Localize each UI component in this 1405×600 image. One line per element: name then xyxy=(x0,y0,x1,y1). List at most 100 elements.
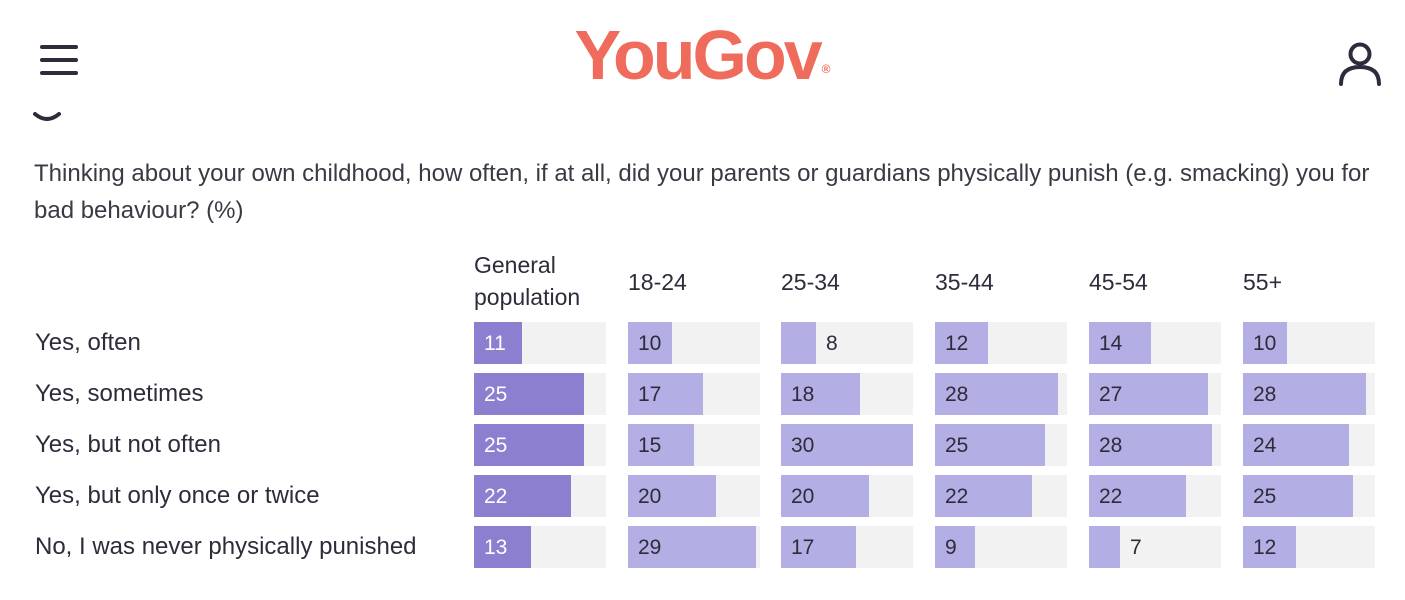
bar xyxy=(1243,526,1296,568)
data-label: 22 xyxy=(945,485,969,508)
bar xyxy=(474,322,522,364)
row-label: Yes, often xyxy=(35,329,141,356)
bar-cell: 17 xyxy=(628,373,760,415)
partial-scrolled-element xyxy=(33,112,61,121)
bar xyxy=(781,475,869,517)
bar-cell: 11 xyxy=(474,322,606,364)
bar xyxy=(1089,322,1151,364)
bar-cell: 20 xyxy=(781,475,913,517)
bar-cell: 12 xyxy=(935,322,1067,364)
data-label: 17 xyxy=(638,383,662,406)
data-label: 28 xyxy=(1253,383,1277,406)
data-label: 30 xyxy=(791,434,815,457)
data-label: 12 xyxy=(945,332,969,355)
bar-cell: 28 xyxy=(1243,373,1375,415)
user-account-icon[interactable] xyxy=(1336,40,1384,86)
registered-mark: ® xyxy=(821,62,831,76)
bar xyxy=(935,526,975,568)
bar xyxy=(628,373,703,415)
bar-cell: 10 xyxy=(628,322,760,364)
column-header: 18-24 xyxy=(628,269,687,295)
bar xyxy=(935,475,1032,517)
data-label: 27 xyxy=(1099,383,1123,406)
data-label: 20 xyxy=(791,485,815,508)
bar xyxy=(781,322,816,364)
bar xyxy=(781,526,856,568)
bar xyxy=(1243,373,1366,415)
column-header: 55+ xyxy=(1243,269,1283,295)
bar xyxy=(1089,526,1120,568)
data-label: 29 xyxy=(638,536,662,559)
bar xyxy=(474,373,584,415)
bar xyxy=(628,322,672,364)
data-label: 24 xyxy=(1253,434,1277,457)
data-label: 13 xyxy=(484,536,508,559)
bar xyxy=(628,475,716,517)
data-label: 22 xyxy=(484,485,508,508)
bar-cell: 15 xyxy=(628,424,760,466)
data-label: 15 xyxy=(638,434,662,457)
row-label: Yes, but not often xyxy=(35,431,221,458)
bar xyxy=(628,424,694,466)
row-label: Yes, but only once or twice xyxy=(35,482,320,509)
bar-cell: 7 xyxy=(1089,526,1221,568)
bar xyxy=(1089,475,1186,517)
bar xyxy=(474,424,584,466)
bar xyxy=(628,526,756,568)
bar xyxy=(1243,322,1287,364)
data-label: 25 xyxy=(484,434,508,457)
data-label: 18 xyxy=(791,383,815,406)
bar-cell: 27 xyxy=(1089,373,1221,415)
bar xyxy=(1243,475,1353,517)
data-label: 9 xyxy=(945,536,957,559)
data-label: 17 xyxy=(791,536,815,559)
bar-cell: 24 xyxy=(1243,424,1375,466)
data-label: 14 xyxy=(1099,332,1123,355)
bar xyxy=(1089,373,1208,415)
bar-cell: 25 xyxy=(474,424,606,466)
bar-cell: 8 xyxy=(781,322,913,364)
bar xyxy=(781,424,913,466)
column-header: 35-44 xyxy=(935,269,994,295)
bar-cell: 13 xyxy=(474,526,606,568)
column-header: 25-34 xyxy=(781,269,840,295)
bar xyxy=(1243,424,1349,466)
row-label: No, I was never physically punished xyxy=(35,533,417,560)
bar-cell: 22 xyxy=(1089,475,1221,517)
bar xyxy=(781,373,860,415)
bar-cell: 29 xyxy=(628,526,760,568)
data-label: 12 xyxy=(1253,536,1277,559)
bar-cell: 30 xyxy=(781,424,913,466)
bar xyxy=(1089,424,1212,466)
data-label: 25 xyxy=(1253,485,1277,508)
logo-text: YouGov xyxy=(574,16,823,94)
bar xyxy=(474,475,571,517)
data-label: 28 xyxy=(1099,434,1123,457)
bar-cell: 28 xyxy=(935,373,1067,415)
data-label: 25 xyxy=(945,434,969,457)
data-label: 25 xyxy=(484,383,508,406)
hamburger-menu-icon[interactable] xyxy=(40,45,78,79)
question-text: Thinking about your own childhood, how o… xyxy=(34,160,1370,224)
bar xyxy=(935,424,1045,466)
bar-cell: 9 xyxy=(935,526,1067,568)
column-header: 45-54 xyxy=(1089,269,1148,295)
data-label: 10 xyxy=(1253,332,1277,355)
bar-cell: 18 xyxy=(781,373,913,415)
data-label: 11 xyxy=(484,332,506,355)
top-bar: YouGov ® xyxy=(0,0,1405,115)
bar-cell: 25 xyxy=(935,424,1067,466)
bar-cell: 25 xyxy=(1243,475,1375,517)
yougov-logo[interactable]: YouGov ® xyxy=(0,15,1405,95)
bar xyxy=(474,526,531,568)
bar-cell: 17 xyxy=(781,526,913,568)
bar-cell: 28 xyxy=(1089,424,1221,466)
data-label: 28 xyxy=(945,383,969,406)
bar-cell: 12 xyxy=(1243,526,1375,568)
bar xyxy=(935,373,1058,415)
data-label: 8 xyxy=(826,332,838,355)
column-header: General population xyxy=(474,252,581,310)
bar-cell: 25 xyxy=(474,373,606,415)
row-label: Yes, sometimes xyxy=(35,380,204,407)
bar-cell: 22 xyxy=(935,475,1067,517)
